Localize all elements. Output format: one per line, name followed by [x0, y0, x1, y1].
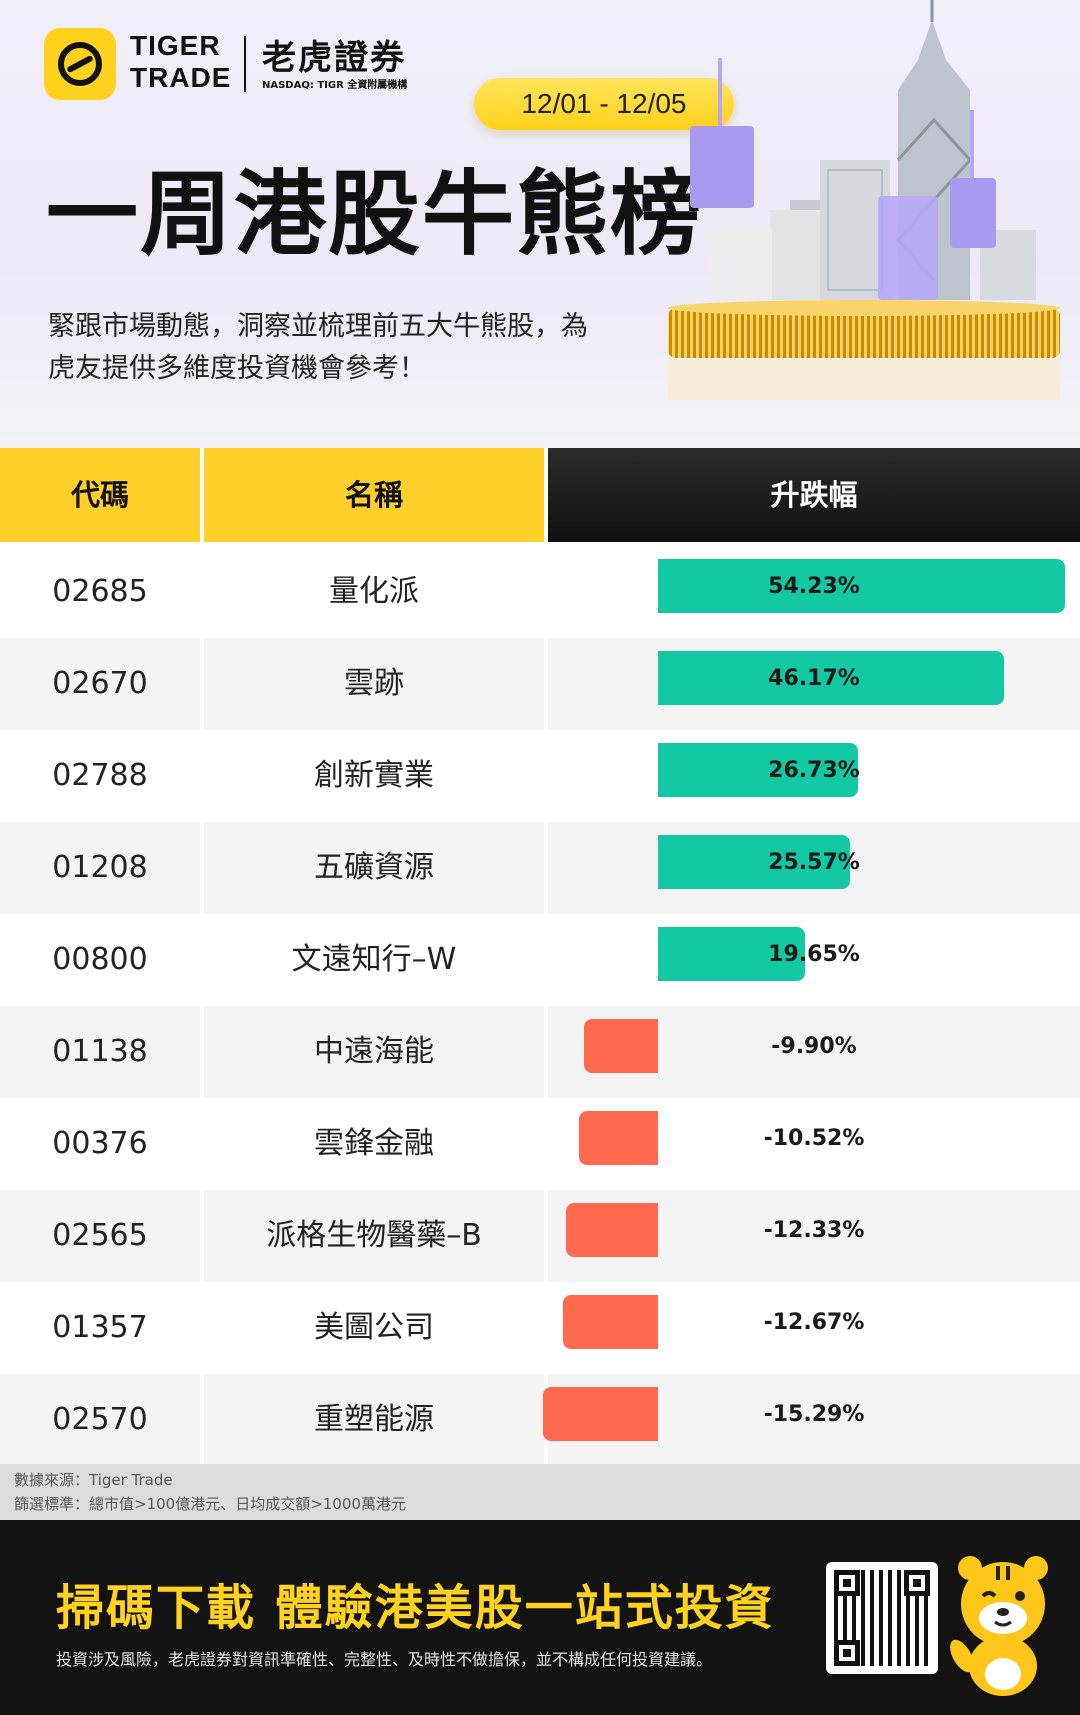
brand-chinese: 老虎證券	[262, 38, 406, 78]
stock-code: 00376	[52, 1126, 148, 1161]
column-header-code: 代碼	[0, 448, 200, 542]
change-percent: -10.52%	[763, 1126, 865, 1151]
brand-divider	[244, 36, 246, 92]
stock-code: 01208	[52, 850, 148, 885]
stock-code: 02685	[52, 574, 148, 609]
table-header: 代碼 名稱 升跌幅	[0, 448, 1080, 542]
stock-name: 派格生物醫藥–B	[266, 1218, 482, 1253]
stock-code: 01357	[52, 1310, 148, 1345]
stock-code: 02570	[52, 1402, 148, 1437]
change-bar	[583, 1019, 658, 1073]
stock-name: 中遠海能	[314, 1034, 434, 1069]
filter-criteria: 篩選標準：總市值>100億港元、日均成交額>1000萬港元	[14, 1495, 406, 1513]
column-header-change: 升跌幅	[548, 448, 1080, 542]
table-row: 00800 文遠知行–W 19.65%	[0, 914, 1080, 1006]
stock-code: 01138	[52, 1034, 148, 1069]
brand-subtitle: NASDAQ: TIGR 全資附屬機構	[262, 80, 408, 91]
table-row: 00376 雲鋒金融 -10.52%	[0, 1098, 1080, 1190]
stock-code: 02788	[52, 758, 148, 793]
change-bar	[658, 559, 1065, 613]
change-percent: -12.67%	[763, 1310, 865, 1335]
source-note: 數據來源：Tiger Trade 篩選標準：總市值>100億港元、日均成交額>1…	[0, 1464, 1080, 1520]
change-bar	[658, 927, 806, 981]
stock-code: 00800	[52, 942, 148, 977]
stock-name: 重塑能源	[314, 1402, 434, 1437]
table-row: 02685 量化派 54.23%	[0, 546, 1080, 638]
table-row: 02670 雲跡 46.17%	[0, 638, 1080, 730]
table-row: 02788 創新實業 26.73%	[0, 730, 1080, 822]
column-header-name: 名稱	[204, 448, 544, 542]
change-percent: 54.23%	[768, 574, 860, 599]
change-percent: 46.17%	[768, 666, 860, 691]
brand-english: TIGER TRADE	[130, 30, 232, 93]
table-row: 01208 五礦資源 25.57%	[0, 822, 1080, 914]
stock-name: 創新實業	[314, 758, 434, 793]
page-title: 一周港股牛熊榜	[46, 161, 705, 268]
city-skyline-illustration	[660, 0, 1080, 420]
stock-name: 文遠知行–W	[291, 942, 457, 977]
stock-name: 雲鋒金融	[314, 1126, 434, 1161]
change-percent: -15.29%	[763, 1402, 865, 1427]
change-bar	[658, 743, 859, 797]
download-cta: 掃碼下載 體驗港美股一站式投資	[56, 1580, 775, 1636]
skyline-icon	[668, 0, 1060, 400]
change-percent: 26.73%	[768, 758, 860, 783]
stock-name: 五礦資源	[314, 850, 434, 885]
page-subtitle: 緊跟市場動態，洞察並梳理前五大牛熊股，為 虎友提供多維度投資機會參考！	[48, 311, 588, 384]
tiger-logo-icon	[44, 28, 116, 100]
tiger-mascot-icon	[950, 1556, 1048, 1696]
date-range-badge: 12/01 - 12/05	[474, 78, 734, 130]
risk-disclaimer: 投資涉及風險，老虎證券對資訊準確性、完整性、及時性不做擔保，並不構成任何投資建議…	[56, 1650, 713, 1669]
table-body: 02685 量化派 54.23% 02670 雲跡 46.17% 02788 創…	[0, 546, 1080, 1466]
change-percent: 25.57%	[768, 850, 860, 875]
change-bar	[579, 1111, 658, 1165]
stock-code: 02670	[52, 666, 148, 701]
change-percent: 19.65%	[768, 942, 860, 967]
qr-code-icon[interactable]	[826, 1562, 938, 1674]
change-bar	[565, 1203, 658, 1257]
download-banner: 掃碼下載 體驗港美股一站式投資 投資涉及風險，老虎證券對資訊準確性、完整性、及時…	[0, 1520, 1080, 1715]
change-percent: -9.90%	[771, 1034, 857, 1059]
change-bar	[658, 651, 1005, 705]
change-percent: -12.33%	[763, 1218, 865, 1243]
stock-name: 雲跡	[344, 666, 404, 701]
table-row: 01357 美圖公司 -12.67%	[0, 1282, 1080, 1374]
change-bar	[543, 1387, 658, 1441]
stock-code: 02565	[52, 1218, 148, 1253]
change-bar	[562, 1295, 658, 1349]
table-row: 02565 派格生物醫藥–B -12.33%	[0, 1190, 1080, 1282]
header: TIGER TRADE 老虎證券 NASDAQ: TIGR 全資附屬機構 12/…	[0, 0, 1080, 448]
stock-name: 量化派	[329, 574, 419, 609]
table-row: 02570 重塑能源 -15.29%	[0, 1374, 1080, 1466]
stock-name: 美圖公司	[314, 1310, 434, 1345]
data-source: 數據來源：Tiger Trade	[14, 1471, 173, 1489]
change-bar	[658, 835, 850, 889]
table-row: 01138 中遠海能 -9.90%	[0, 1006, 1080, 1098]
